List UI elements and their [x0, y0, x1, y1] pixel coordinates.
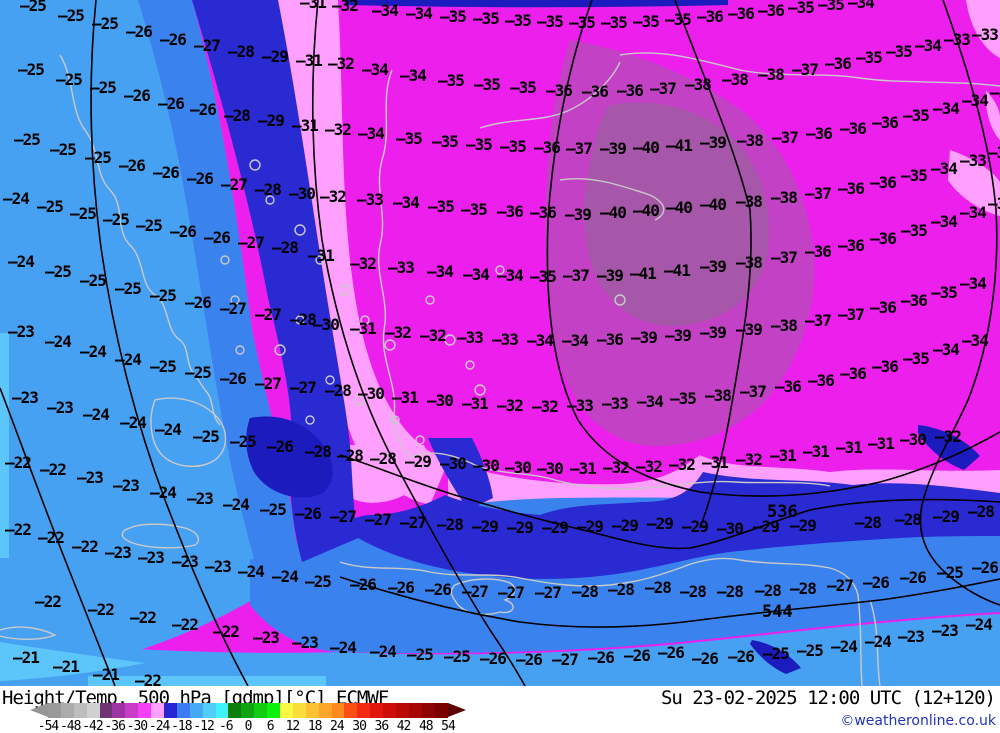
- scale-cell: [215, 703, 229, 718]
- scale-tick: -6: [218, 719, 234, 733]
- scale-cell: [383, 703, 397, 718]
- scale-tick: -12: [193, 719, 215, 733]
- region-navy-east-wedge: [918, 425, 980, 470]
- region-pink-edge-patch-1: [966, 0, 1000, 58]
- scale-cell: [112, 703, 126, 718]
- scale-tick: -18: [171, 719, 193, 733]
- scale-tick: -36: [104, 719, 126, 733]
- scale-tick: 24: [330, 719, 345, 733]
- scale-cell: [48, 703, 61, 718]
- region-pink-edge-patch-3: [985, 90, 1000, 140]
- region-dark-blue-stripe: [428, 438, 493, 510]
- scale-tick: 36: [374, 719, 390, 733]
- scale-cell: [344, 703, 358, 718]
- forecast-timestamp: Su 23-02-2025 12:00 UTC (12+120): [660, 687, 996, 709]
- scale-cell: [280, 703, 293, 718]
- region-dark-blue-mass: [302, 472, 1000, 579]
- scale-cell: [305, 703, 319, 718]
- region-pink-band: [270, 0, 448, 505]
- scale-tick: 0: [244, 719, 253, 733]
- map-canvas[interactable]: –31 –32 –34 –34 –35 –35 –35 –35 –35 –35 –35 –35 –36–…: [0, 0, 1000, 689]
- scale-cell: [370, 703, 384, 718]
- scale-cell: [228, 703, 242, 718]
- scale-cell: [176, 703, 190, 718]
- map-terrain: [0, 0, 1000, 686]
- scale-tick: -30: [126, 719, 149, 733]
- scale-cell: [254, 703, 268, 718]
- scale-cell: [318, 703, 332, 718]
- scale-cell: [202, 703, 216, 718]
- coastlines: [0, 52, 1000, 686]
- region-dark-blue-band: [192, 0, 358, 562]
- scale-tick: 12: [285, 719, 301, 733]
- region-pink-edge-patch-2: [948, 150, 1000, 216]
- legend-bar: Height/Temp. 500 hPa [gdmp][°C] ECMWF Su…: [0, 686, 1000, 733]
- scale-tick: -24: [148, 719, 171, 733]
- scale-tick: -42: [82, 719, 104, 733]
- scale-cell: [267, 703, 281, 718]
- region-pink-west-patch: [339, 445, 428, 503]
- region-cyan-bottom-strip: [88, 676, 326, 686]
- scale-tick: 42: [396, 719, 412, 733]
- scale-cell: [241, 703, 255, 718]
- region-purple-core: [584, 102, 769, 326]
- scale-tick: 6: [266, 719, 275, 733]
- scale-tick: 54: [441, 719, 456, 733]
- scale-cell: [396, 703, 409, 718]
- scale-cell: [434, 703, 448, 718]
- scale-cell: [189, 703, 203, 718]
- region-light-blue-south: [0, 614, 1000, 686]
- scale-cell: [138, 703, 152, 718]
- scale-cell: [151, 703, 165, 718]
- scale-cell: [125, 703, 139, 718]
- scale-tick: -48: [59, 719, 82, 733]
- scale-cell: [164, 703, 177, 718]
- scale-cell: [86, 703, 100, 718]
- credit-link[interactable]: ©weatheronline.co.uk: [840, 713, 996, 729]
- scale-tick: -54: [37, 719, 60, 733]
- region-navy-blob: [246, 416, 333, 498]
- scale-cell: [60, 703, 74, 718]
- region-cyan-west-strip: [0, 333, 9, 558]
- color-scale: [48, 703, 448, 718]
- scale-cell: [73, 703, 87, 718]
- scale-cell: [99, 703, 113, 718]
- region-navy-top-strip: [345, 0, 728, 8]
- region-cyan-sw-wedge: [0, 642, 145, 681]
- scale-tick: 48: [418, 719, 434, 733]
- scale-cell: [357, 703, 371, 718]
- scale-cell: [292, 703, 306, 718]
- scale-cell: [408, 703, 422, 718]
- scale-tick-labels: -54 -48 -42 -36 -30 -24 -18 -12 -6 0 6 12 18 24 30 36 42…: [0, 719, 520, 733]
- scale-arrow-left: [30, 703, 48, 717]
- scale-cell: [421, 703, 435, 718]
- scale-cell: [331, 703, 345, 718]
- height-contour-lines: [0, 0, 1000, 686]
- scale-arrow-right: [448, 703, 466, 717]
- scale-tick: 18: [307, 719, 323, 733]
- scale-tick: 30: [352, 719, 367, 733]
- region-navy-south-wedge: [750, 640, 801, 674]
